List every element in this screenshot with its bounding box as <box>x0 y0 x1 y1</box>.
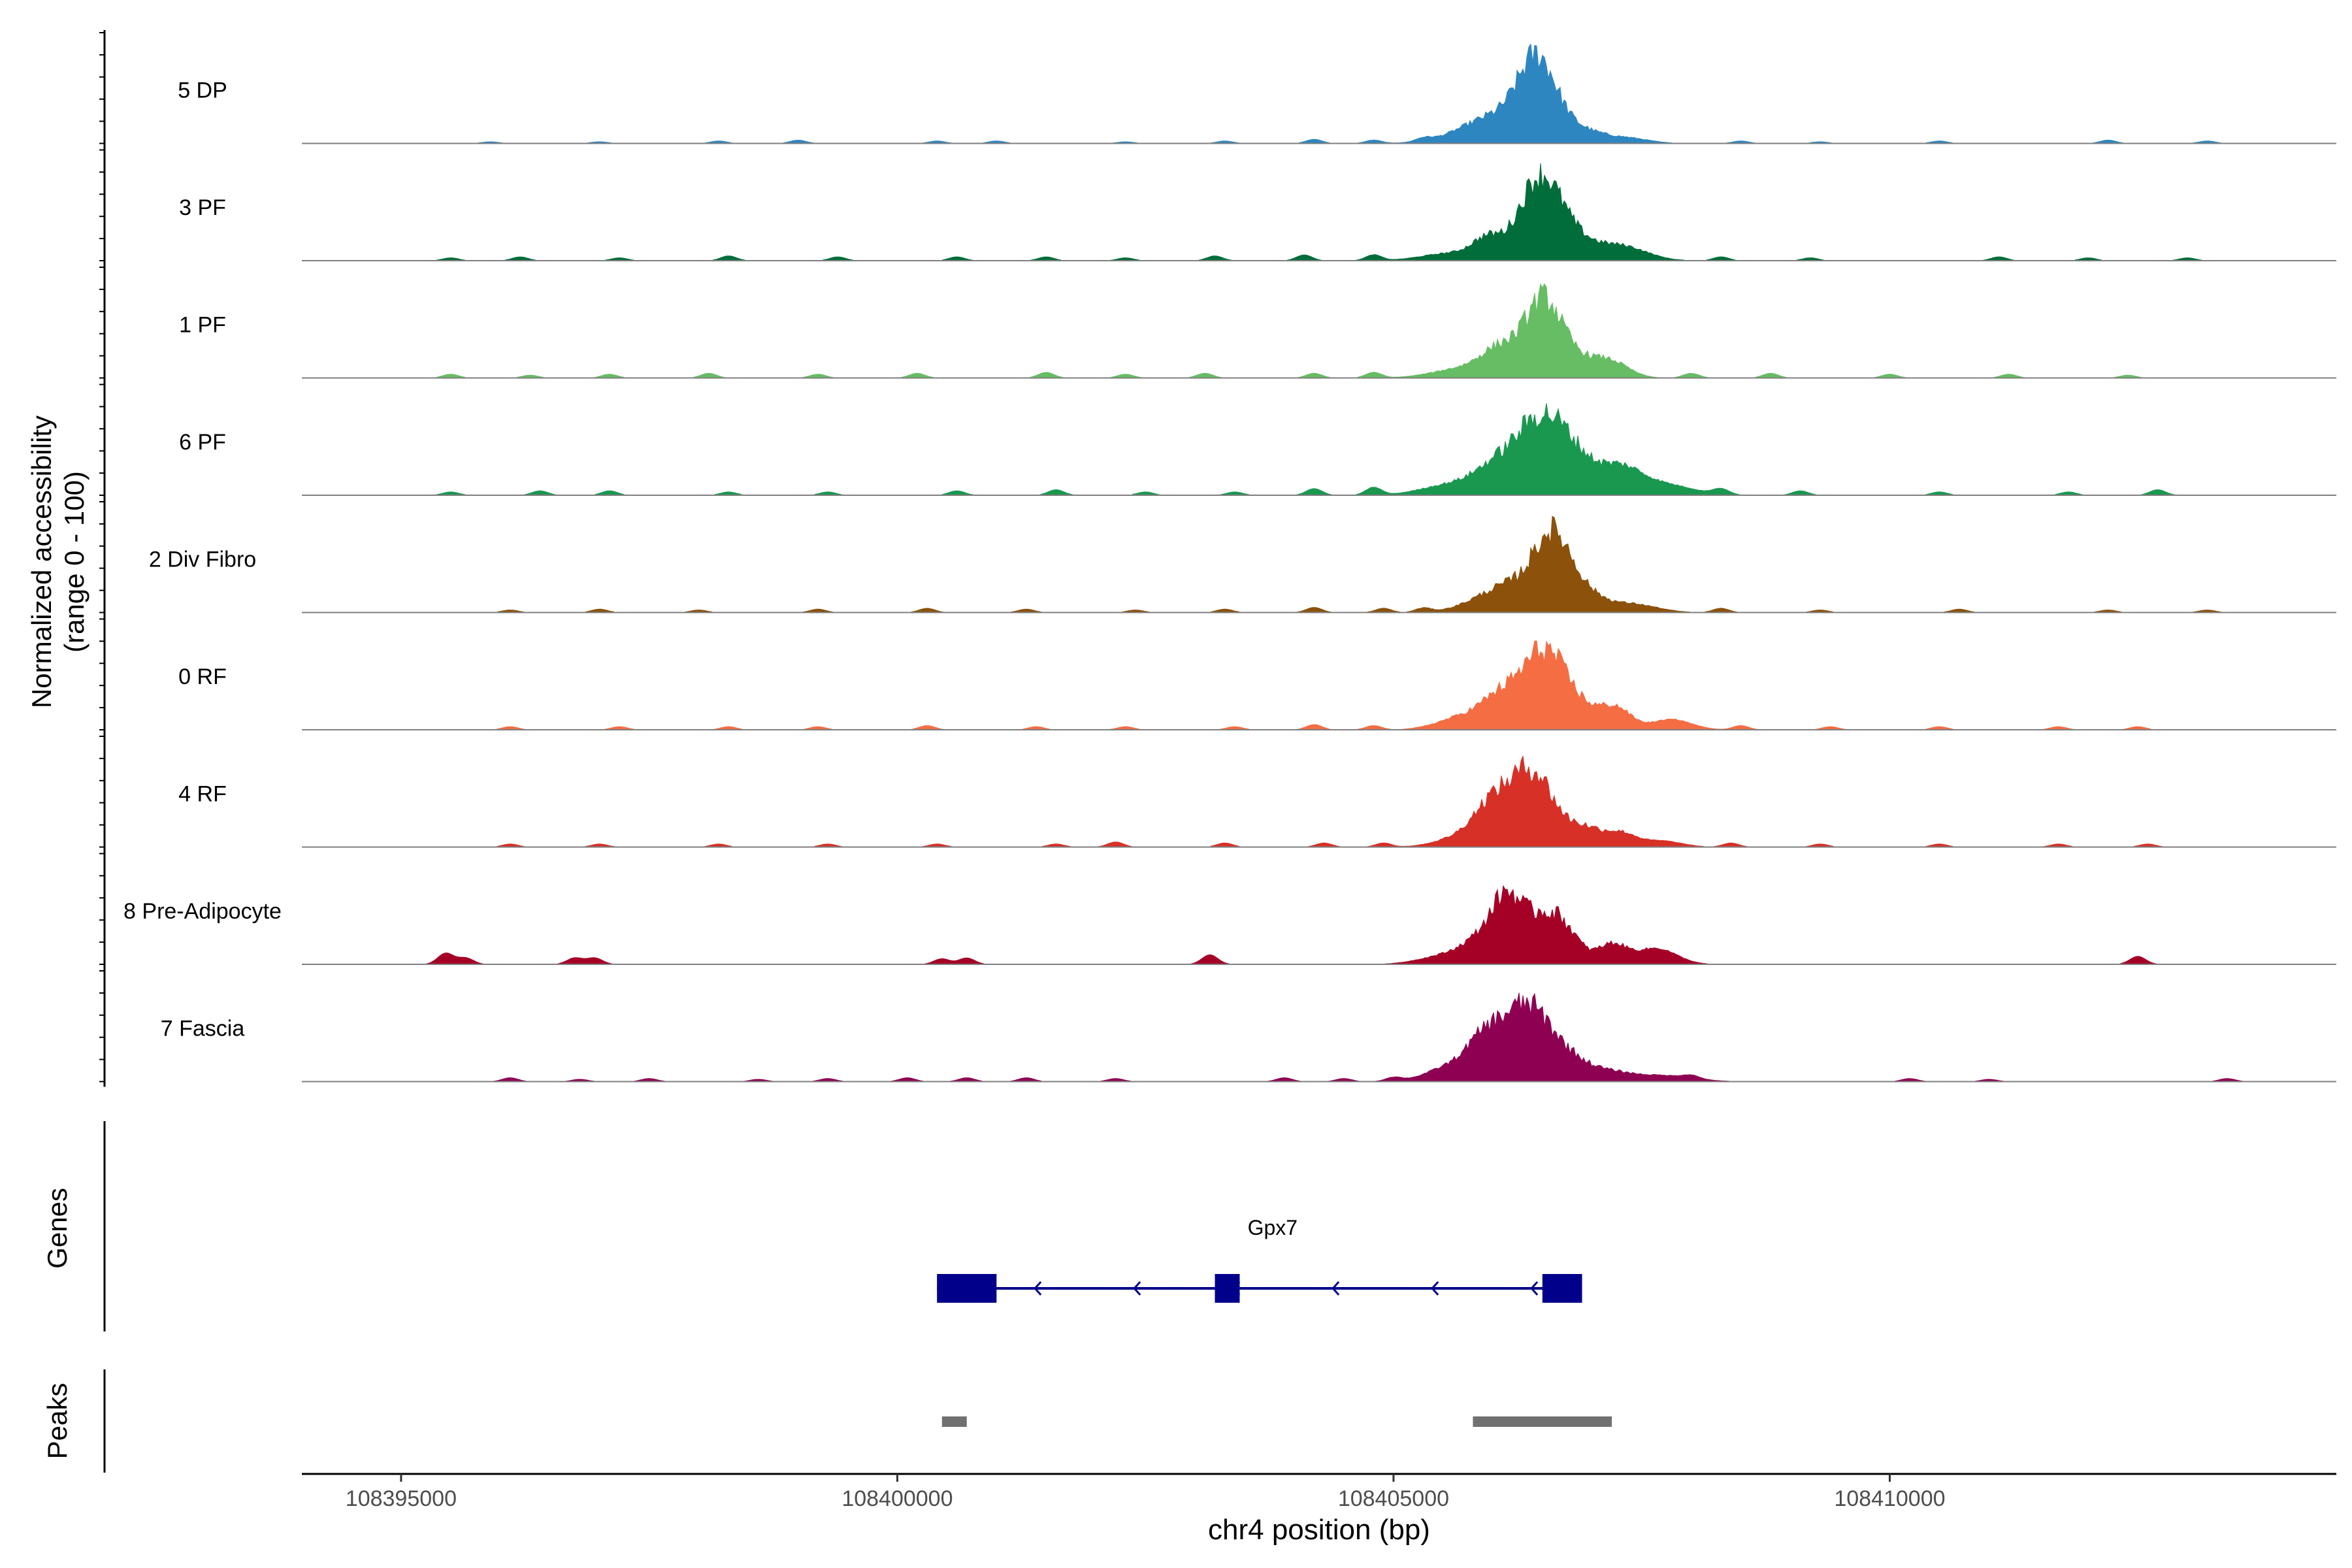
track-4-rf: 4 RF <box>178 756 2336 848</box>
gene-exon <box>937 1274 997 1303</box>
genes-layer: Gpx7 <box>937 1216 1582 1303</box>
track-y-axis-label-line1: Normalized accessibility <box>26 416 57 708</box>
track-5-dp: 5 DP <box>178 43 2336 144</box>
track-label: 7 Fascia <box>161 1017 245 1041</box>
track-1-pf: 1 PF <box>179 283 2336 379</box>
track-label: 4 RF <box>178 782 227 807</box>
peak-region <box>941 1416 967 1427</box>
track-6-pf: 6 PF <box>179 403 2336 496</box>
track-0-rf: 0 RF <box>178 640 2336 730</box>
genes-panel-label: Genes <box>42 1188 73 1269</box>
track-label: 0 RF <box>178 664 227 689</box>
tracks-layer: 5 DP 3 PF 1 PF 6 PF 2 Div Fibro 0 RF 4 RF 8 Pre… <box>123 43 2336 1083</box>
peak-region <box>1473 1416 1612 1427</box>
x-tick-label: 108400000 <box>841 1486 953 1511</box>
peaks-panel-label: Peaks <box>42 1383 73 1460</box>
strand-chevron <box>1530 1281 1539 1296</box>
peaks-layer <box>941 1416 1612 1427</box>
x-axis-ticks: 108395000 108400000 108405000 108410000 <box>346 1474 1946 1511</box>
track-2-div-fibro: 2 Div Fibro <box>149 515 2336 613</box>
track-label: 6 PF <box>179 430 226 455</box>
gene-exon <box>1215 1274 1240 1303</box>
gene-exon <box>1542 1274 1582 1303</box>
track-y-axis-label-line2: (range 0 - 100) <box>59 471 90 653</box>
strand-chevron <box>1133 1281 1141 1296</box>
track-label: 1 PF <box>179 313 226 338</box>
track-8-pre-adipocyte: 8 Pre-Adipocyte <box>123 885 2336 965</box>
track-3-pf: 3 PF <box>179 163 2336 261</box>
track-label: 8 Pre-Adipocyte <box>123 899 282 924</box>
strand-chevron <box>1034 1281 1042 1296</box>
track-7-fascia: 7 Fascia <box>161 992 2336 1083</box>
strand-chevron <box>1431 1281 1439 1296</box>
track-label: 5 DP <box>178 78 227 103</box>
x-tick-label: 108395000 <box>346 1486 457 1511</box>
track-label: 3 PF <box>179 195 226 220</box>
track-label: 2 Div Fibro <box>149 547 256 572</box>
strand-chevron <box>1331 1281 1340 1296</box>
gene-name-label: Gpx7 <box>1248 1216 1298 1239</box>
x-axis-title: chr4 position (bp) <box>1208 1514 1430 1546</box>
track-y-axis <box>99 30 106 1087</box>
x-tick-label: 108405000 <box>1338 1486 1449 1511</box>
gene-gpx7: Gpx7 <box>937 1216 1582 1303</box>
x-tick-label: 108410000 <box>1834 1486 1945 1511</box>
